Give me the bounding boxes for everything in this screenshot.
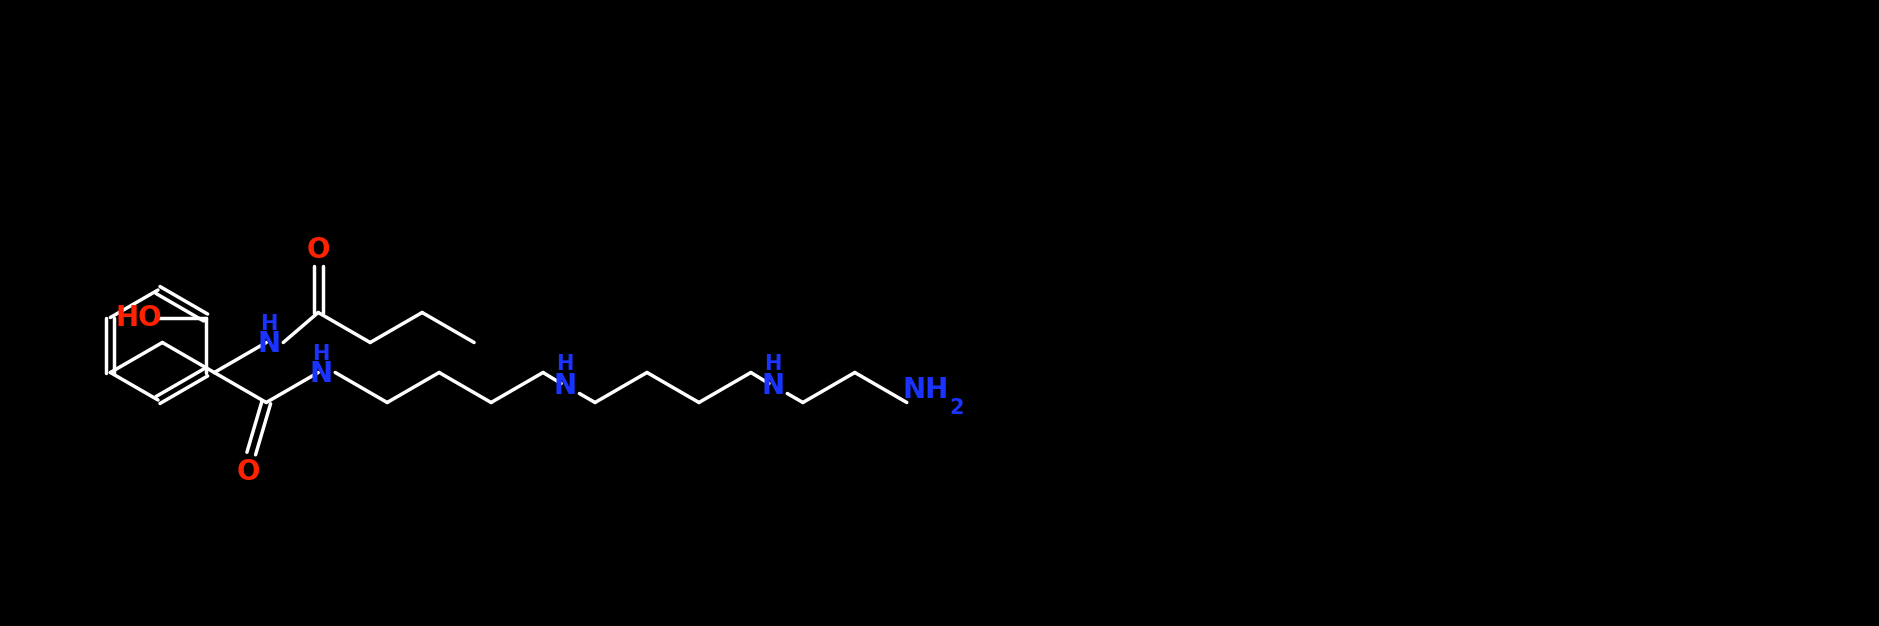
Text: N: N xyxy=(310,361,333,389)
Text: O: O xyxy=(237,458,259,486)
Text: 2: 2 xyxy=(949,398,964,418)
Text: H: H xyxy=(261,314,278,334)
Text: N: N xyxy=(554,371,577,399)
Text: H: H xyxy=(765,354,782,374)
Text: HO: HO xyxy=(115,304,162,332)
Text: N: N xyxy=(257,331,280,359)
Text: NH: NH xyxy=(902,376,949,404)
Text: O: O xyxy=(306,237,331,265)
Text: H: H xyxy=(312,344,331,364)
Text: N: N xyxy=(761,371,785,399)
Text: H: H xyxy=(556,354,573,374)
